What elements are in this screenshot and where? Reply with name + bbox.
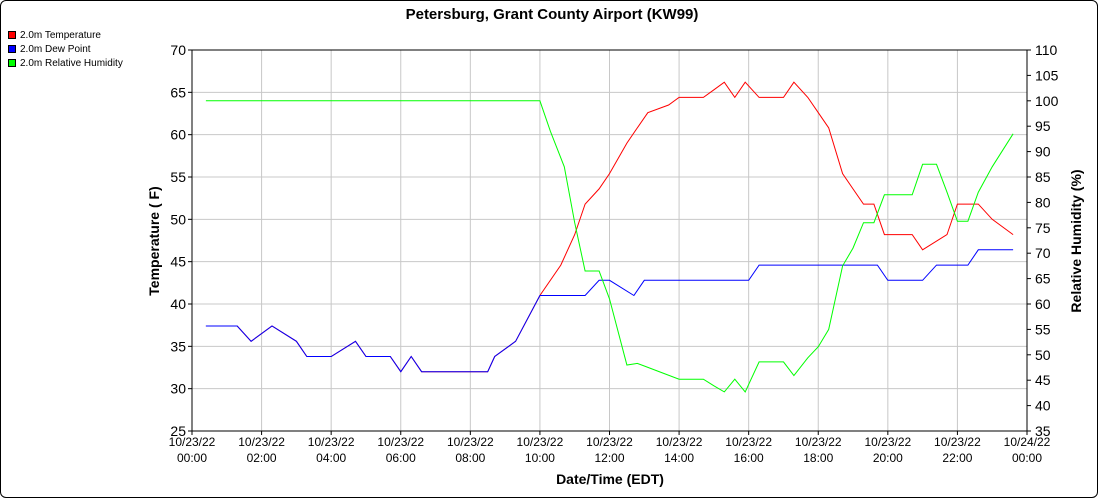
legend-entry-2: 2.0m Relative Humidity xyxy=(8,56,123,70)
x-tick-time-4: 08:00 xyxy=(455,451,485,465)
x-tick-date-0: 10/23/22 xyxy=(169,435,216,449)
x-axis-label: Date/Time (EDT) xyxy=(556,471,664,487)
y-tick-label-3: 40 xyxy=(170,296,186,312)
x-tick-date-5: 10/23/22 xyxy=(517,435,564,449)
y-tick-label-0: 25 xyxy=(170,423,186,439)
y2-tick-label-9: 80 xyxy=(1035,194,1051,210)
y2-tick-label-0: 35 xyxy=(1035,423,1051,439)
y2-tick-label-1: 40 xyxy=(1035,398,1051,414)
legend-swatch-0 xyxy=(8,31,16,39)
legend: 2.0m Temperature 2.0m Dew Point 2.0m Relat… xyxy=(8,28,123,70)
x-tick-date-12: 10/24/22 xyxy=(1004,435,1051,449)
y2-tick-label-10: 85 xyxy=(1035,169,1051,185)
x-tick-date-10: 10/23/22 xyxy=(864,435,911,449)
y-tick-label-7: 60 xyxy=(170,127,186,143)
x-tick-time-7: 14:00 xyxy=(664,451,694,465)
x-tick-time-10: 20:00 xyxy=(873,451,903,465)
y-tick-label-4: 45 xyxy=(170,254,186,270)
x-tick-time-12: 00:00 xyxy=(1012,451,1042,465)
y2-tick-label-2: 45 xyxy=(1035,372,1051,388)
legend-entry-0: 2.0m Temperature xyxy=(8,28,123,42)
legend-entry-1: 2.0m Dew Point xyxy=(8,42,123,56)
x-tick-date-7: 10/23/22 xyxy=(656,435,703,449)
x-tick-time-0: 00:00 xyxy=(177,451,207,465)
y2-tick-label-14: 105 xyxy=(1035,67,1059,83)
series-line-1 xyxy=(205,249,1014,373)
y-tick-label-8: 65 xyxy=(170,84,186,100)
y2-tick-label-13: 100 xyxy=(1035,93,1059,109)
y2-tick-label-4: 55 xyxy=(1035,321,1051,337)
x-tick-time-2: 04:00 xyxy=(316,451,346,465)
legend-label-2: 2.0m Relative Humidity xyxy=(20,57,123,69)
x-tick-date-1: 10/23/22 xyxy=(238,435,285,449)
y-tick-label-9: 70 xyxy=(170,42,186,58)
x-axis-ticks: 10/23/22 00:00 10/23/22 02:00 10/23/22 04:00 1… xyxy=(169,431,1051,465)
y-tick-label-2: 35 xyxy=(170,338,186,354)
y2-axis-ticks: 35 40 45 50 55 60 65 70 75 80 85 90 95 100 105 110 xyxy=(1027,42,1059,439)
x-tick-date-4: 10/23/22 xyxy=(447,435,494,449)
y2-tick-label-6: 65 xyxy=(1035,271,1051,287)
legend-swatch-2 xyxy=(8,59,16,67)
y-tick-label-5: 50 xyxy=(170,211,186,227)
y2-tick-label-15: 110 xyxy=(1035,42,1058,58)
y2-tick-label-7: 70 xyxy=(1035,245,1051,261)
y-axis-ticks: 25 30 35 40 45 50 55 60 65 70 xyxy=(170,42,192,439)
y-tick-label-6: 55 xyxy=(170,169,186,185)
x-tick-date-8: 10/23/22 xyxy=(725,435,772,449)
y2-tick-label-8: 75 xyxy=(1035,220,1051,236)
legend-label-0: 2.0m Temperature xyxy=(20,29,101,41)
x-tick-time-8: 16:00 xyxy=(734,451,764,465)
x-tick-time-1: 02:00 xyxy=(247,451,277,465)
y2-axis-label: Relative Humidity (%) xyxy=(1068,169,1084,312)
legend-label-1: 2.0m Dew Point xyxy=(20,43,91,55)
y-tick-label-1: 30 xyxy=(170,381,186,397)
y2-tick-label-12: 95 xyxy=(1035,118,1051,134)
x-tick-date-9: 10/23/22 xyxy=(795,435,842,449)
series-line-2 xyxy=(205,100,1014,393)
x-tick-date-3: 10/23/22 xyxy=(377,435,424,449)
x-tick-time-5: 10:00 xyxy=(525,451,555,465)
x-tick-time-11: 22:00 xyxy=(942,451,972,465)
chart-title: Petersburg, Grant County Airport (KW99) xyxy=(406,6,699,23)
x-tick-time-9: 18:00 xyxy=(803,451,833,465)
y2-tick-label-5: 60 xyxy=(1035,296,1051,312)
y2-tick-label-11: 90 xyxy=(1035,144,1051,160)
x-tick-time-3: 06:00 xyxy=(386,451,416,465)
x-tick-date-11: 10/23/22 xyxy=(934,435,981,449)
series-lines xyxy=(205,81,1014,393)
x-tick-time-6: 12:00 xyxy=(594,451,624,465)
legend-swatch-1 xyxy=(8,45,16,53)
y-axis-label: Temperature ( F) xyxy=(146,186,162,295)
y2-tick-label-3: 50 xyxy=(1035,347,1051,363)
grid xyxy=(191,49,1028,432)
x-tick-date-6: 10/23/22 xyxy=(586,435,633,449)
x-tick-date-2: 10/23/22 xyxy=(308,435,355,449)
